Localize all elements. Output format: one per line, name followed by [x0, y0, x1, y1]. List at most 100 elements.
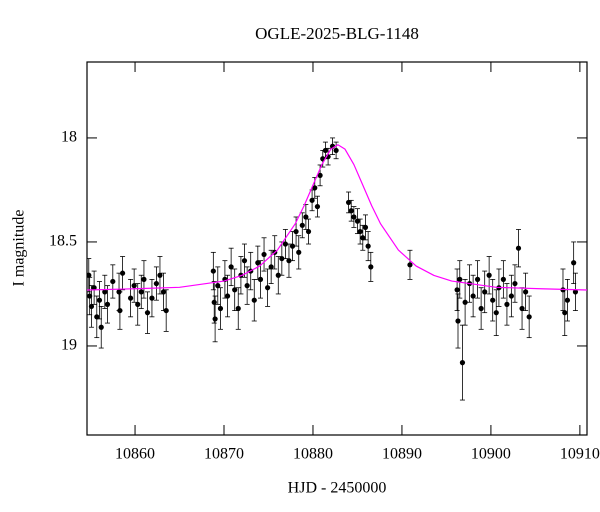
x-tick-label: 10900: [471, 446, 511, 463]
y-tick-label: 19: [61, 337, 77, 354]
data-point: [117, 307, 123, 314]
data-point: [504, 301, 510, 307]
data-point: [354, 218, 361, 224]
data-point: [562, 310, 568, 316]
data-point: [309, 197, 315, 203]
data-point: [228, 264, 234, 270]
data-point: [455, 318, 461, 324]
data-point: [322, 147, 329, 154]
data-point: [289, 243, 296, 249]
data-point: [407, 262, 413, 268]
data-point: [314, 203, 321, 210]
data-point: [351, 214, 357, 220]
data-point: [500, 276, 506, 282]
x-tick-label: 10860: [115, 446, 155, 463]
plot-frame: [86, 61, 588, 436]
data-point: [163, 307, 169, 314]
data-point: [224, 293, 231, 299]
data-point: [241, 258, 248, 264]
data-point: [519, 305, 525, 312]
data-point: [286, 258, 292, 264]
data-point: [368, 264, 374, 270]
data-point: [212, 316, 218, 322]
data-point: [96, 297, 103, 303]
data-point: [157, 272, 163, 278]
data-point: [312, 185, 318, 191]
data-point: [87, 293, 93, 299]
data-point: [293, 228, 299, 235]
data-point: [571, 260, 577, 266]
y-tick-label: 18.5: [49, 233, 77, 250]
data-point: [131, 283, 137, 289]
data-point: [160, 289, 167, 295]
data-point: [94, 314, 100, 320]
x-tick-label: 10890: [382, 446, 422, 463]
data-point: [279, 255, 285, 262]
x-axis-label: HJD - 2450000: [288, 480, 387, 497]
data-point: [119, 270, 126, 276]
data-point: [87, 272, 92, 278]
data-point: [357, 228, 363, 235]
data-point: [345, 199, 352, 206]
model-curve: [87, 144, 587, 291]
data-point: [459, 360, 466, 366]
data-point: [98, 324, 104, 330]
x-tick-label: 10910: [560, 446, 600, 463]
data-point: [490, 297, 496, 303]
data-point: [257, 276, 264, 282]
data-point: [88, 303, 95, 310]
data-point: [127, 295, 134, 301]
data-point: [104, 301, 111, 307]
data-point: [564, 297, 571, 303]
data-point: [110, 278, 116, 285]
data-point: [153, 280, 159, 287]
data-point: [478, 305, 484, 312]
y-axis-label: I magnitude: [11, 210, 28, 287]
data-point: [365, 243, 371, 249]
data-point: [251, 297, 257, 303]
data-point: [317, 172, 323, 178]
data-point: [348, 208, 354, 214]
data-point: [149, 295, 155, 301]
data-point: [523, 289, 529, 295]
x-tick-label: 10880: [293, 446, 333, 463]
data-point: [572, 289, 579, 295]
data-point: [138, 289, 144, 295]
data-point: [255, 260, 261, 266]
data-point: [454, 287, 460, 293]
data-point: [268, 264, 274, 270]
y-tick-label: 18: [61, 129, 77, 146]
data-point: [215, 283, 221, 289]
data-point: [360, 235, 366, 241]
data-point: [303, 214, 309, 220]
data-point: [91, 285, 97, 291]
chart-title: OGLE-2025-BLG-1148: [255, 24, 419, 43]
data-point: [526, 314, 532, 320]
data-point: [265, 285, 271, 291]
data-point: [235, 305, 241, 312]
data-point: [515, 245, 522, 251]
data-point: [275, 272, 281, 278]
data-point: [299, 222, 305, 228]
plot-area: [87, 137, 587, 401]
data-point: [305, 228, 312, 235]
data-point: [486, 272, 492, 278]
data-point: [135, 301, 141, 307]
data-point: [210, 268, 216, 274]
data-point: [261, 251, 267, 258]
data-point: [244, 283, 250, 289]
data-point: [474, 276, 481, 282]
data-point: [217, 305, 224, 312]
data-point: [512, 280, 518, 287]
data-point: [282, 241, 288, 247]
data-point: [333, 147, 339, 154]
data-point: [457, 276, 463, 282]
data-point: [462, 299, 468, 305]
data-point: [144, 310, 151, 316]
data-point: [141, 276, 147, 282]
data-point: [482, 289, 488, 295]
data-point: [102, 289, 108, 295]
data-point: [470, 293, 476, 299]
